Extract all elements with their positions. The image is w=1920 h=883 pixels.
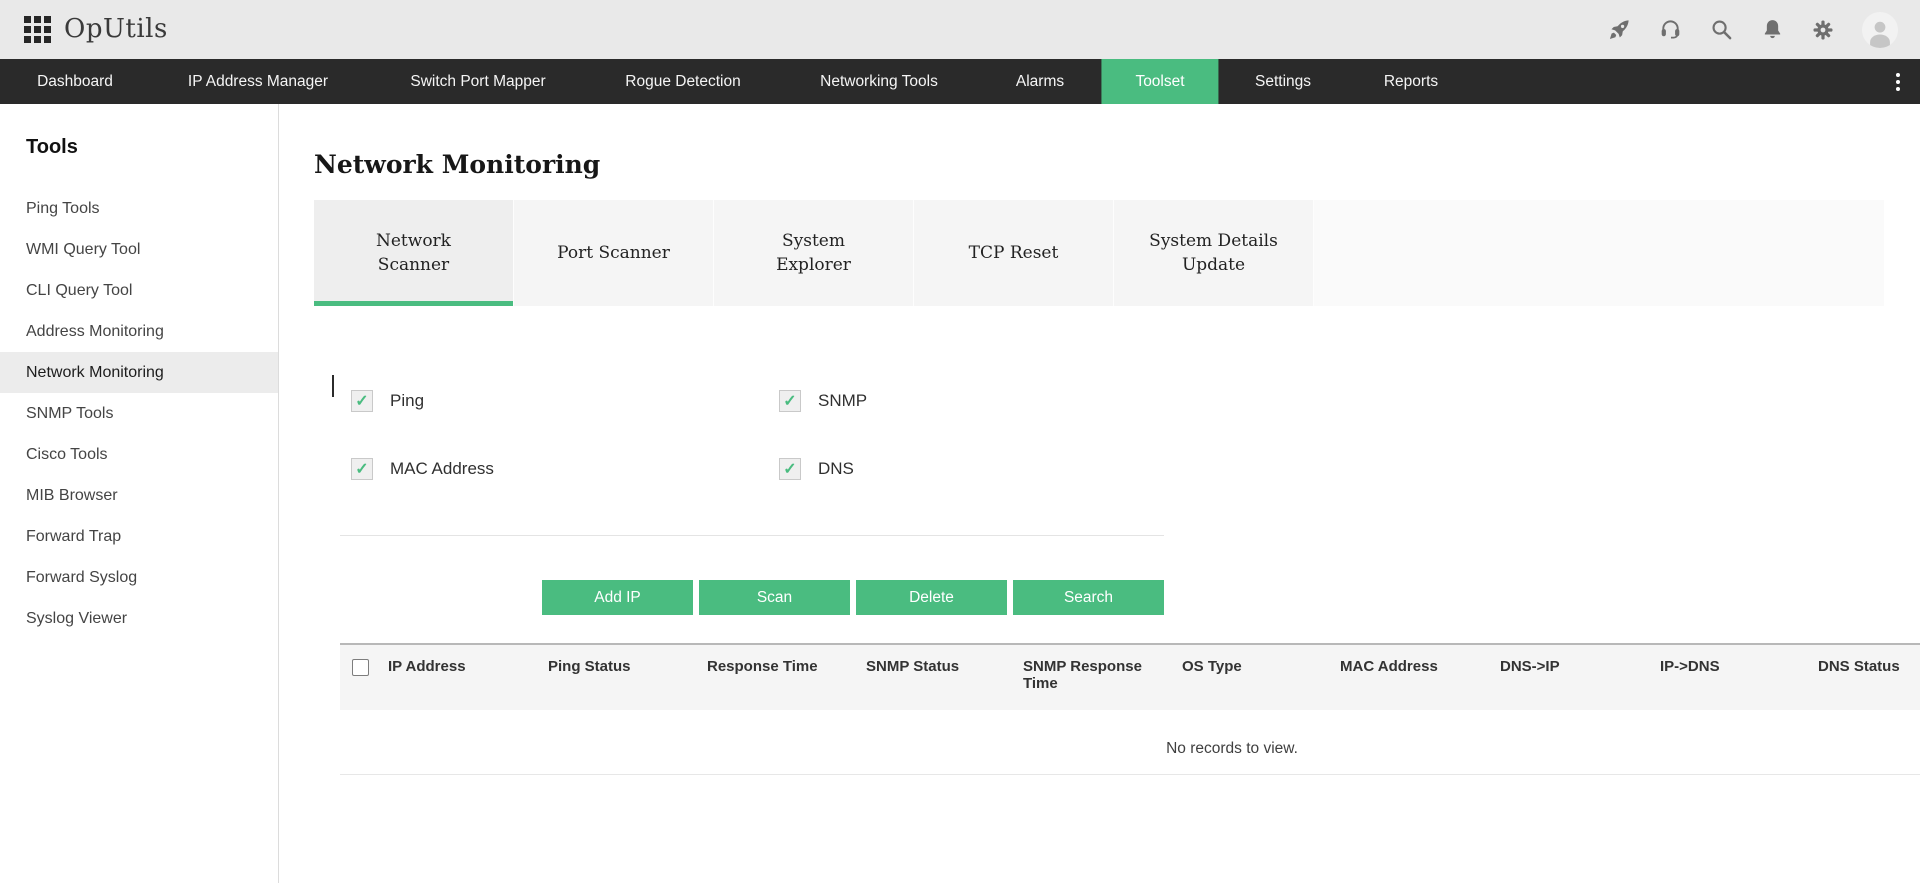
column-header-os-type[interactable]: OS Type	[1182, 658, 1242, 675]
select-all-checkbox[interactable]	[352, 659, 369, 676]
column-header-snmp-response-time[interactable]: SNMP Response Time	[1023, 658, 1142, 692]
nav-item-switch-port-mapper[interactable]: Switch Port Mapper	[410, 73, 546, 90]
tab-network-scanner[interactable]: Network Scanner	[314, 200, 514, 306]
scan-option-dns: ✓ DNS	[779, 458, 854, 480]
nav-item-settings[interactable]: Settings	[1254, 73, 1312, 90]
sidebar-list: Ping Tools WMI Query Tool CLI Query Tool…	[0, 188, 278, 639]
delete-button[interactable]: Delete	[856, 580, 1007, 615]
column-header-dns-status[interactable]: DNS Status	[1818, 658, 1900, 675]
scan-button[interactable]: Scan	[699, 580, 850, 615]
nav-item-ip-address-manager[interactable]: IP Address Manager	[187, 73, 329, 90]
tab-strip: Network Scanner Port Scanner System Expl…	[314, 200, 1884, 306]
sidebar-item-network-monitoring[interactable]: Network Monitoring	[0, 352, 278, 393]
column-header-response-time[interactable]: Response Time	[707, 658, 818, 675]
column-header-ip-to-dns[interactable]: IP->DNS	[1660, 658, 1720, 675]
nav-item-toolset[interactable]: Toolset	[1101, 59, 1219, 104]
nav-item-reports[interactable]: Reports	[1383, 73, 1439, 90]
nav-item-dashboard[interactable]: Dashboard	[37, 73, 113, 90]
mac-address-checkbox[interactable]: ✓	[351, 458, 373, 480]
nav-item-rogue-detection[interactable]: Rogue Detection	[625, 73, 741, 90]
search-button[interactable]: Search	[1013, 580, 1164, 615]
tab-strip-filler	[1314, 200, 1884, 306]
sidebar-item-wmi-query-tool[interactable]: WMI Query Tool	[26, 241, 141, 258]
text-cursor-artifact	[332, 375, 334, 397]
section-divider	[340, 535, 1164, 536]
empty-table-message: No records to view.	[1166, 740, 1298, 757]
ping-checkbox[interactable]: ✓	[351, 390, 373, 412]
snmp-checkbox[interactable]: ✓	[779, 390, 801, 412]
sidebar-item-ping-tools[interactable]: Ping Tools	[26, 200, 100, 217]
snmp-checkbox-label: SNMP	[818, 391, 868, 410]
tools-sidebar: Tools Ping Tools WMI Query Tool CLI Quer…	[0, 104, 279, 883]
column-header-snmp-status[interactable]: SNMP Status	[866, 658, 960, 675]
rocket-icon[interactable]	[1607, 18, 1631, 42]
topbar: OpUtils	[0, 0, 1920, 59]
action-buttons: Add IP Scan Delete Search	[542, 580, 1164, 615]
column-header-mac-address[interactable]: MAC Address	[1340, 658, 1438, 675]
tab-label: Network Scanner	[376, 231, 451, 275]
main-content: Network Monitoring Network Scanner Port …	[280, 104, 1920, 883]
user-avatar[interactable]	[1862, 11, 1898, 48]
bell-notifications-icon[interactable]	[1760, 18, 1784, 42]
nav-item-alarms[interactable]: Alarms	[1015, 73, 1065, 90]
column-header-ip-address[interactable]: IP Address	[388, 658, 466, 675]
dns-checkbox[interactable]: ✓	[779, 458, 801, 480]
tab-system-explorer[interactable]: System Explorer	[714, 200, 914, 306]
sidebar-item-address-monitoring[interactable]: Address Monitoring	[26, 323, 164, 340]
search-icon[interactable]	[1709, 18, 1733, 42]
sidebar-item-mib-browser[interactable]: MIB Browser	[26, 487, 118, 504]
sidebar-item-forward-trap[interactable]: Forward Trap	[26, 528, 122, 545]
tab-label: Port Scanner	[557, 243, 670, 263]
scan-option-snmp: ✓ SNMP	[779, 390, 867, 412]
column-header-dns-to-ip[interactable]: DNS->IP	[1500, 658, 1560, 675]
sidebar-item-snmp-tools[interactable]: SNMP Tools	[26, 405, 114, 422]
gear-settings-icon[interactable]	[1811, 18, 1835, 42]
sidebar-item-cli-query-tool[interactable]: CLI Query Tool	[26, 282, 133, 299]
add-ip-button[interactable]: Add IP	[542, 580, 693, 615]
sidebar-heading: Tools	[26, 136, 78, 158]
nav-item-networking-tools[interactable]: Networking Tools	[820, 73, 938, 90]
app-launcher-grid-icon[interactable]	[24, 16, 51, 43]
tab-tcp-reset[interactable]: TCP Reset	[914, 200, 1114, 306]
tab-label: System Explorer	[776, 231, 851, 275]
dns-checkbox-label: DNS	[818, 459, 854, 478]
page-title: Network Monitoring	[314, 150, 601, 179]
tab-port-scanner[interactable]: Port Scanner	[514, 200, 714, 306]
tab-label: System Details Update	[1149, 231, 1278, 275]
sidebar-item-cisco-tools[interactable]: Cisco Tools	[26, 446, 108, 463]
scan-option-mac-address: ✓ MAC Address	[351, 458, 494, 480]
sidebar-item-forward-syslog[interactable]: Forward Syslog	[26, 569, 138, 586]
table-bottom-divider	[340, 774, 1920, 775]
mac-address-checkbox-label: MAC Address	[390, 459, 494, 478]
active-tab-underline	[314, 301, 513, 306]
app-logo[interactable]: OpUtils	[64, 14, 168, 44]
headset-support-icon[interactable]	[1658, 18, 1682, 42]
results-table-header: IP Address Ping Status Response Time SNM…	[340, 643, 1920, 710]
kebab-menu-icon[interactable]	[1888, 59, 1908, 104]
scan-option-ping: ✓ Ping	[351, 390, 424, 412]
topbar-actions	[1607, 0, 1898, 59]
column-header-ping-status[interactable]: Ping Status	[548, 658, 631, 675]
tab-system-details-update[interactable]: System Details Update	[1114, 200, 1314, 306]
sidebar-item-syslog-viewer[interactable]: Syslog Viewer	[26, 610, 128, 627]
tab-label: TCP Reset	[968, 243, 1059, 263]
main-nav: Dashboard IP Address Manager Switch Port…	[0, 59, 1920, 104]
ping-checkbox-label: Ping	[390, 391, 425, 410]
